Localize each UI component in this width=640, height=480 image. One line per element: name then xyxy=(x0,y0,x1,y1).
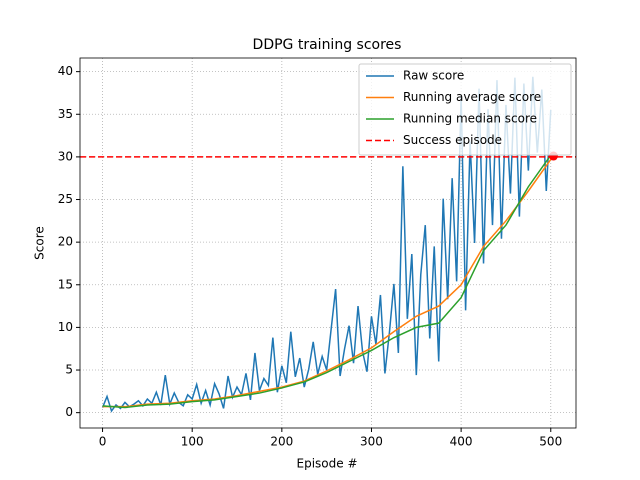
y-tick-label: 5 xyxy=(65,363,73,377)
y-tick-label: 40 xyxy=(58,64,73,78)
legend-label: Success episode xyxy=(403,133,502,147)
x-axis-label: Episode # xyxy=(297,457,358,471)
x-tick-label: 500 xyxy=(539,435,562,449)
x-tick-label: 300 xyxy=(360,435,383,449)
plot-frame xyxy=(79,57,577,429)
y-tick-label: 30 xyxy=(58,149,73,163)
y-axis-label: Score xyxy=(33,226,47,260)
legend-box xyxy=(358,63,572,156)
chart-title: DDPG training scores xyxy=(253,37,402,53)
legend-label: Raw score xyxy=(403,69,464,83)
series-line xyxy=(101,76,552,413)
y-tick-label: 10 xyxy=(58,320,73,334)
x-tick-label: 100 xyxy=(181,435,204,449)
y-tick-label: 15 xyxy=(58,277,73,291)
y-tick-label: 35 xyxy=(58,107,73,121)
legend-label: Running median score xyxy=(403,112,537,126)
y-tick-label: 20 xyxy=(58,235,73,249)
x-tick-label: 200 xyxy=(270,435,293,449)
series-line xyxy=(102,154,552,409)
series-line xyxy=(102,159,552,408)
y-tick-label: 25 xyxy=(58,192,73,206)
x-tick-label: 0 xyxy=(99,435,107,449)
y-tick-label: 0 xyxy=(65,405,73,419)
x-tick-label: 400 xyxy=(450,435,473,449)
legend-label: Running average score xyxy=(403,90,541,104)
